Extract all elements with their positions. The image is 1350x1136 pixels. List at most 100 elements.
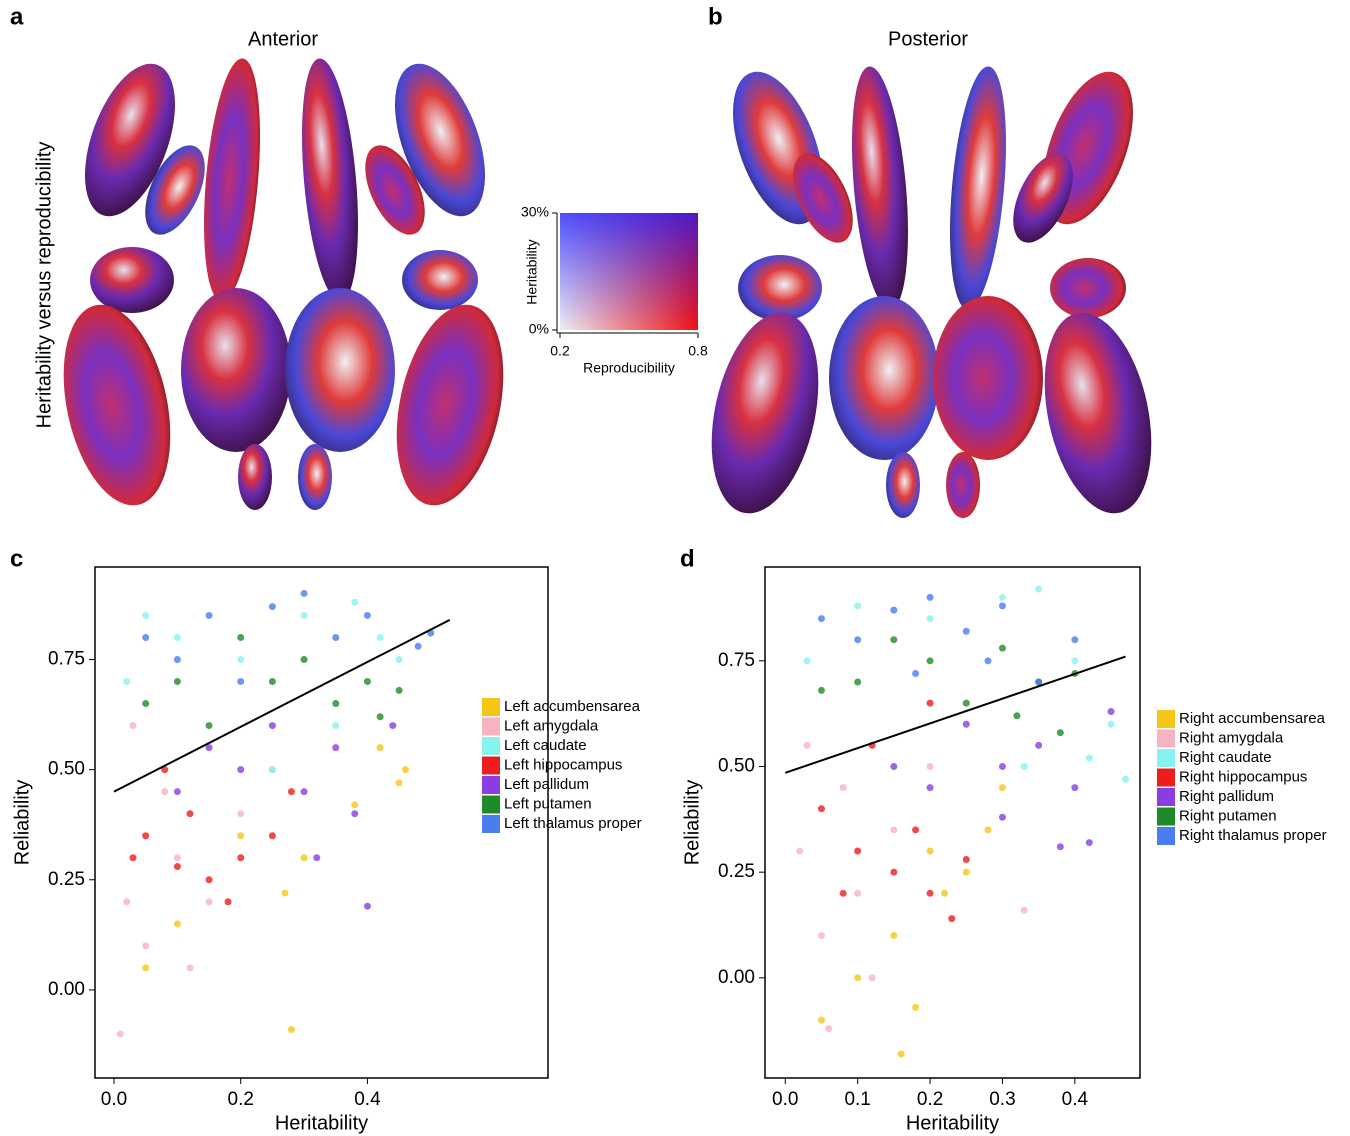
scatter-point [237,810,245,818]
y-axis-label: Reliability [11,780,33,866]
scatter-point [854,636,862,644]
y-tick-label: 0.25 [718,861,755,882]
scatter-point [123,678,131,686]
brain-renderings [63,58,1152,518]
scatter-point [268,722,276,730]
scatter-point [376,713,384,721]
scatter-point [839,784,847,792]
scatter-point [300,656,308,664]
scatter-point [912,1003,920,1011]
scatter-point [854,602,862,610]
fit-line [113,618,451,793]
x-tick-label: 0.1 [844,1089,870,1110]
scatter-point [984,826,992,834]
legend-label: Left hippocampus [504,756,622,773]
scatter-point [962,868,970,876]
scatter-point [351,598,359,606]
scatter-point [839,889,847,897]
scatter-point [237,633,245,641]
scatter-point [268,766,276,774]
scatter-point [205,722,213,730]
legend-label: Left accumbensarea [504,698,641,715]
scatter-point [926,847,934,855]
scatter-point [984,657,992,665]
legend-label: Left putamen [504,795,592,812]
scatter-point [854,847,862,855]
scatter-point [962,855,970,863]
scatter-point [142,611,150,619]
scatter-point [268,832,276,840]
scatter-point [401,766,409,774]
scatter-point [173,656,181,664]
scatter-point [796,847,804,855]
plot-frame [764,566,1141,1079]
brain-structure [204,58,260,302]
legend-swatch [1157,729,1175,748]
scatter-point [351,810,359,818]
scatter-point [395,656,403,664]
scatter-point [825,1025,833,1033]
brain-structure [738,255,822,321]
scatter-point [173,854,181,862]
brain-structure [145,145,205,235]
scatter-point [300,589,308,597]
x-axis-label: Heritability [906,1112,999,1134]
colorbar-x-tick-label: 0.2 [550,343,570,359]
fit-line [784,655,1126,774]
scatter-point [116,1030,124,1038]
scatter-point [998,762,1006,770]
scatter-point [142,964,150,972]
scatter-point [173,633,181,641]
scatter-point [376,633,384,641]
legend-swatch [482,795,500,814]
legend-label: Right putamen [1179,807,1277,824]
scatter-point [1071,636,1079,644]
scatter-point [161,766,169,774]
scatter-point [890,636,898,644]
scatter-point [897,1050,905,1058]
scatter-point [926,699,934,707]
legend-label: Left amygdala [504,717,599,734]
scatter-point [161,788,169,796]
scatter-point [941,889,949,897]
legend-swatch [1157,788,1175,806]
y-axis-label: Reliability [681,780,703,866]
brain-structure [946,452,980,518]
legend-label: Right hippocampus [1179,768,1307,785]
scatter-point [287,788,295,796]
scatter-point [205,744,213,752]
scatter-point [186,810,194,818]
y-tick-label: 0.75 [48,649,85,670]
scatter-point [129,722,137,730]
brain-structure [933,296,1043,460]
brain-structure [238,444,272,510]
scatter-point [1035,585,1043,593]
scatter-point [287,1026,295,1034]
scatter-point [962,699,970,707]
scatter-point [962,720,970,728]
scatter-point [1020,906,1028,914]
brain-structure [90,247,174,313]
scatter-point [123,898,131,906]
y-tick-label: 0.00 [48,979,85,1000]
scatter-point [1056,729,1064,737]
brain-structure [886,452,920,518]
scatter-point [962,627,970,635]
scatter-point [205,898,213,906]
scatter-point [817,615,825,623]
legend-label: Right pallidum [1179,788,1274,805]
scatter-point [414,642,422,650]
scatter-point [998,644,1006,652]
brain-structure [793,153,853,243]
colorbar-y-tick-label: 30% [521,204,549,220]
side-label: Heritability versus reproducibility [33,142,55,429]
scatter-point [1085,839,1093,847]
panel-label: b [708,3,723,30]
scatter-point [376,744,384,752]
scatter-point [890,868,898,876]
brain-structure [1044,312,1152,514]
scatter-point [1122,775,1130,783]
brain-structure [711,312,819,514]
legend-swatch [482,717,500,736]
